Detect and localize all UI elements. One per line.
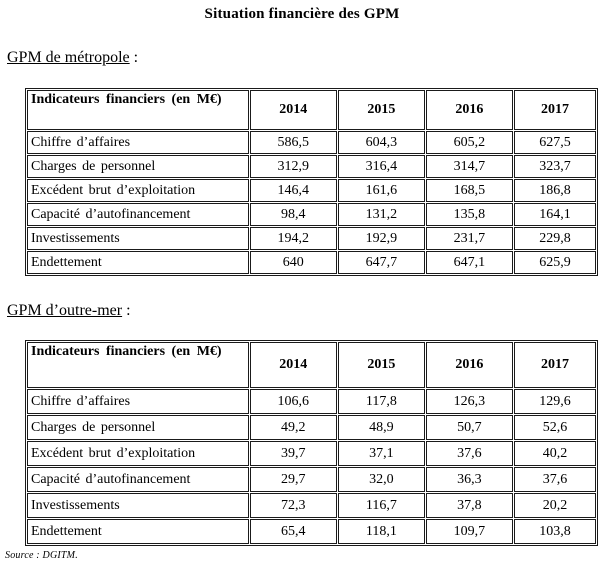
value-cell: 312,9 xyxy=(249,155,337,178)
value-cell: 32,0 xyxy=(337,467,425,492)
value-cell: 164,1 xyxy=(513,203,596,226)
section-heading-colon: : xyxy=(129,49,139,66)
value-cell: 109,7 xyxy=(425,519,513,544)
value-cell: 605,2 xyxy=(425,131,513,154)
year-header: 2015 xyxy=(337,90,425,130)
row-label: Excédent brut d’exploitation xyxy=(27,441,249,466)
table-row: Endettement 65,4 118,1 109,7 103,8 xyxy=(27,519,596,544)
header-row: Indicateurs financiers (en M€) 2014 2015 20… xyxy=(27,90,596,130)
row-label: Charges de personnel xyxy=(27,155,249,178)
row-label: Endettement xyxy=(27,251,249,274)
value-cell: 625,9 xyxy=(513,251,596,274)
value-cell: 316,4 xyxy=(337,155,425,178)
value-cell: 647,1 xyxy=(425,251,513,274)
row-label: Endettement xyxy=(27,519,249,544)
section-outremer: GPM d’outre-mer : Indicateurs financiers… xyxy=(0,300,604,546)
table-row: Charges de personnel 49,2 48,9 50,7 52,6 xyxy=(27,415,596,440)
row-label: Chiffre d’affaires xyxy=(27,131,249,154)
year-header: 2015 xyxy=(337,342,425,388)
section-heading-metropole: GPM de métropole : xyxy=(7,47,604,68)
value-cell: 194,2 xyxy=(249,227,337,250)
value-cell: 36,3 xyxy=(425,467,513,492)
value-cell: 103,8 xyxy=(513,519,596,544)
year-header: 2017 xyxy=(513,342,596,388)
value-cell: 37,1 xyxy=(337,441,425,466)
value-cell: 186,8 xyxy=(513,179,596,202)
value-cell: 647,7 xyxy=(337,251,425,274)
value-cell: 50,7 xyxy=(425,415,513,440)
table-row: Excédent brut d’exploitation 146,4 161,6 16… xyxy=(27,179,596,202)
table-header-label: Indicateurs financiers (en M€) xyxy=(27,342,249,388)
value-cell: 49,2 xyxy=(249,415,337,440)
section-heading-text: GPM de métropole xyxy=(7,49,130,66)
value-cell: 192,9 xyxy=(337,227,425,250)
row-label: Investissements xyxy=(27,227,249,250)
year-header: 2016 xyxy=(425,90,513,130)
table-header-label: Indicateurs financiers (en M€) xyxy=(27,90,249,130)
value-cell: 323,7 xyxy=(513,155,596,178)
value-cell: 129,6 xyxy=(513,389,596,414)
value-cell: 627,5 xyxy=(513,131,596,154)
section-heading-colon: : xyxy=(122,302,131,319)
table-row: Excédent brut d’exploitation 39,7 37,1 37,6… xyxy=(27,441,596,466)
section-metropole: GPM de métropole : Indicateurs financier… xyxy=(0,47,604,276)
value-cell: 40,2 xyxy=(513,441,596,466)
value-cell: 135,8 xyxy=(425,203,513,226)
value-cell: 229,8 xyxy=(513,227,596,250)
source-note: Source : DGITM. xyxy=(5,550,78,561)
value-cell: 131,2 xyxy=(337,203,425,226)
value-cell: 37,6 xyxy=(513,467,596,492)
table-row: Investissements 72,3 116,7 37,8 20,2 xyxy=(27,493,596,518)
row-label: Capacité d’autofinancement xyxy=(27,203,249,226)
value-cell: 48,9 xyxy=(337,415,425,440)
value-cell: 20,2 xyxy=(513,493,596,518)
section-heading-outremer: GPM d’outre-mer : xyxy=(7,300,604,321)
table-row: Chiffre d’affaires 586,5 604,3 605,2 627,5 xyxy=(27,131,596,154)
table-row: Charges de personnel 312,9 316,4 314,7 323,7 xyxy=(27,155,596,178)
row-label: Excédent brut d’exploitation xyxy=(27,179,249,202)
value-cell: 39,7 xyxy=(249,441,337,466)
value-cell: 37,8 xyxy=(425,493,513,518)
table-row: Capacité d’autofinancement 29,7 32,0 36,3 37… xyxy=(27,467,596,492)
row-label: Investissements xyxy=(27,493,249,518)
value-cell: 72,3 xyxy=(249,493,337,518)
value-cell: 65,4 xyxy=(249,519,337,544)
year-header: 2014 xyxy=(249,342,337,388)
value-cell: 586,5 xyxy=(249,131,337,154)
table-row: Investissements 194,2 192,9 231,7 229,8 xyxy=(27,227,596,250)
value-cell: 118,1 xyxy=(337,519,425,544)
page-title: Situation financière des GPM xyxy=(204,6,400,22)
value-cell: 161,6 xyxy=(337,179,425,202)
year-header: 2014 xyxy=(249,90,337,130)
table-row: Chiffre d’affaires 106,6 117,8 126,3 129,6 xyxy=(27,389,596,414)
value-cell: 106,6 xyxy=(249,389,337,414)
value-cell: 98,4 xyxy=(249,203,337,226)
value-cell: 231,7 xyxy=(425,227,513,250)
row-label: Capacité d’autofinancement xyxy=(27,467,249,492)
financial-table-metropole: Indicateurs financiers (en M€) 2014 2015 20… xyxy=(25,88,598,276)
value-cell: 146,4 xyxy=(249,179,337,202)
table-row: Capacité d’autofinancement 98,4 131,2 135,8… xyxy=(27,203,596,226)
row-label: Charges de personnel xyxy=(27,415,249,440)
section-heading-text: GPM d’outre-mer xyxy=(7,302,123,319)
table-row: Endettement 640 647,7 647,1 625,9 xyxy=(27,251,596,274)
year-header: 2016 xyxy=(425,342,513,388)
value-cell: 116,7 xyxy=(337,493,425,518)
value-cell: 29,7 xyxy=(249,467,337,492)
financial-table-outremer: Indicateurs financiers (en M€) 2014 2015 20… xyxy=(25,340,598,546)
year-header: 2017 xyxy=(513,90,596,130)
value-cell: 126,3 xyxy=(425,389,513,414)
value-cell: 604,3 xyxy=(337,131,425,154)
value-cell: 117,8 xyxy=(337,389,425,414)
row-label: Chiffre d’affaires xyxy=(27,389,249,414)
value-cell: 314,7 xyxy=(425,155,513,178)
value-cell: 168,5 xyxy=(425,179,513,202)
header-row: Indicateurs financiers (en M€) 2014 2015 20… xyxy=(27,342,596,388)
value-cell: 52,6 xyxy=(513,415,596,440)
value-cell: 37,6 xyxy=(425,441,513,466)
value-cell: 640 xyxy=(249,251,337,274)
